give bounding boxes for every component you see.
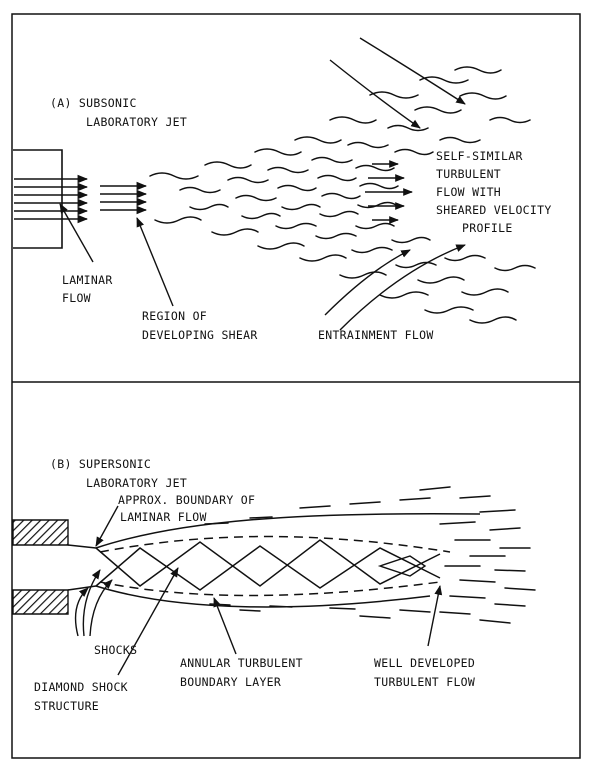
label-boundary-line2: LAMINAR FLOW — [120, 510, 207, 524]
label-self-similar-line2: TURBULENT — [436, 167, 501, 181]
shocks-pointer-3 — [74, 587, 89, 637]
turbulent-eddies — [149, 66, 536, 324]
shocks-pointer-1 — [82, 569, 101, 637]
panel-b: (B) SUPERSONIC LABORATORY JET — [12, 457, 536, 713]
well-developed-pointer — [427, 585, 443, 647]
panel-b-title-line1: (B) SUPERSONIC — [50, 457, 151, 471]
label-entrainment: ENTRAINMENT FLOW — [318, 328, 434, 342]
label-self-similar-line5: PROFILE — [462, 221, 513, 235]
label-annular-line1: ANNULAR TURBULENT — [180, 656, 303, 670]
nozzle-wall-upper — [12, 519, 69, 546]
label-well-developed-line1: WELL DEVELOPED — [374, 656, 475, 670]
diamond-shock-lines-a — [95, 539, 441, 587]
entrainment-arrows — [324, 37, 466, 331]
label-self-similar-line4: SHEARED VELOCITY — [436, 203, 552, 217]
label-shear-line1: REGION OF — [142, 309, 207, 323]
label-shear-line2: DEVELOPING SHEAR — [142, 328, 258, 342]
diamond-pointer — [117, 567, 179, 676]
jet-velocity-arrows — [365, 160, 413, 224]
panel-b-title-line2: LABORATORY JET — [86, 476, 187, 490]
dashed-boundary-lower — [99, 581, 441, 597]
figure-frame — [11, 13, 581, 759]
boundary-pointer — [95, 505, 119, 547]
laminar-flow-arrows — [14, 174, 148, 224]
annular-pointer — [213, 597, 237, 655]
panel-a-title-line2: LABORATORY JET — [86, 115, 187, 129]
diamond-shock-lines-b — [95, 545, 441, 591]
nozzle-wall-lower — [12, 589, 69, 615]
label-boundary-line1: APPROX. BOUNDARY OF — [118, 493, 255, 507]
shocks-pointer-2 — [89, 579, 113, 637]
label-laminar-line1: LAMINAR — [62, 273, 113, 287]
turbulent-dashes — [204, 486, 536, 624]
laminar-pointer — [59, 203, 94, 263]
laminar-boundary-upper — [95, 512, 481, 549]
label-diamond-line1: DIAMOND SHOCK — [34, 680, 128, 694]
subsonic-nozzle — [13, 149, 63, 249]
dashed-boundary-upper — [99, 535, 451, 553]
shock-tip — [377, 555, 427, 577]
laminar-boundary-lower — [95, 585, 431, 608]
label-self-similar-line3: FLOW WITH — [436, 185, 501, 199]
label-well-developed-line2: TURBULENT FLOW — [374, 675, 475, 689]
label-annular-line2: BOUNDARY LAYER — [180, 675, 281, 689]
panel-a: (A) SUBSONIC LABORATORY JET — [13, 37, 552, 342]
label-shocks: SHOCKS — [94, 643, 137, 657]
label-self-similar-line1: SELF-SIMILAR — [436, 149, 523, 163]
label-laminar-line2: FLOW — [62, 291, 91, 305]
label-diamond-line2: STRUCTURE — [34, 699, 99, 713]
panel-a-title-line1: (A) SUBSONIC — [50, 96, 137, 110]
shear-pointer — [136, 217, 174, 307]
